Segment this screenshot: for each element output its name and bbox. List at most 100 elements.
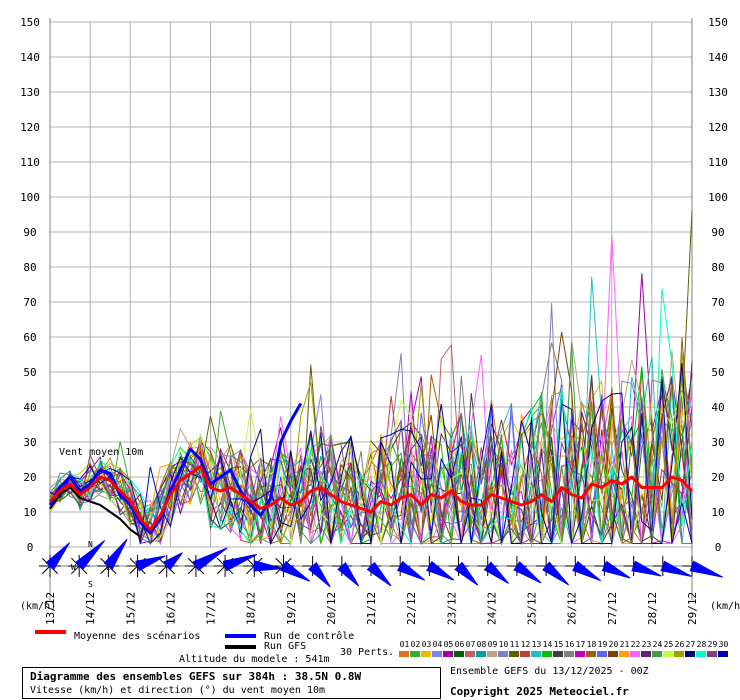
wind-arrow bbox=[477, 556, 509, 584]
altitude-label: Altitude du modele : 541m bbox=[179, 654, 330, 665]
perturbation-legend-item: 28 bbox=[696, 640, 707, 660]
perturbation-line-15 bbox=[49, 374, 693, 545]
perturbation-legend-item: 25 bbox=[663, 640, 674, 660]
perturbation-line-28 bbox=[49, 288, 693, 546]
perturbation-legend-item: 18 bbox=[586, 640, 597, 660]
perturbation-line-19 bbox=[49, 384, 693, 545]
series-line bbox=[48, 465, 694, 531]
perturbation-line-25 bbox=[49, 392, 693, 545]
perturbation-legend-item: 02 bbox=[410, 640, 421, 660]
x-tick-label: 25/12 bbox=[526, 592, 539, 625]
perturbation-legend-item: 21 bbox=[619, 640, 630, 660]
wind-arrow bbox=[536, 556, 569, 586]
y-tick-right: 60 bbox=[711, 331, 724, 344]
y-tick-left: 20 bbox=[23, 471, 36, 484]
y-tick-right: 0 bbox=[715, 541, 722, 554]
perturbation-legend-item: 10 bbox=[498, 640, 509, 660]
wind-arrow bbox=[302, 556, 331, 588]
perturbation-legend-item: 01 bbox=[399, 640, 410, 660]
perturbation-line-17 bbox=[49, 391, 693, 545]
perturbation-legend-item: 15 bbox=[553, 640, 564, 660]
perturbation-legend-item: 16 bbox=[564, 640, 575, 660]
perturbation-line-18 bbox=[49, 336, 693, 546]
y-tick-right: 90 bbox=[711, 226, 724, 239]
y-tick-right: 130 bbox=[708, 86, 728, 99]
wind-direction-arrows bbox=[39, 538, 723, 588]
perturbation-legend-item: 03 bbox=[421, 640, 432, 660]
perturbation-legend-item: 09 bbox=[487, 640, 498, 660]
y-tick-right: 30 bbox=[711, 436, 724, 449]
y-unit-right: (km/h) bbox=[710, 601, 740, 612]
wind-arrow bbox=[243, 555, 284, 577]
compass-n: N bbox=[88, 540, 93, 549]
perturbation-legend-item: 11 bbox=[509, 640, 520, 660]
perturbation-line-30 bbox=[49, 379, 693, 544]
legend-mean-label: Moyenne des scénarios bbox=[74, 631, 201, 642]
wind-arrow bbox=[97, 538, 128, 577]
y-tick-left: 90 bbox=[23, 226, 36, 239]
y-axis-labels: 0 0 10 10 20 20 30 30 40 40 50 50 60 60 70 70 80 80 90 90 10… bbox=[20, 16, 728, 554]
y-tick-left: 80 bbox=[23, 261, 36, 274]
y-tick-right: 100 bbox=[708, 191, 728, 204]
y-tick-left: 0 bbox=[27, 541, 34, 554]
perturbation-legend-item: 14 bbox=[542, 640, 553, 660]
y-unit-left: (km/h) bbox=[20, 601, 57, 612]
compass-s: S bbox=[88, 580, 93, 589]
run-info: Ensemble GEFS du 13/12/2025 - 00Z bbox=[450, 666, 649, 677]
perturbation-line-29 bbox=[49, 397, 693, 546]
legend-control-swatch bbox=[225, 634, 256, 638]
wind-arrow bbox=[126, 555, 166, 577]
y-tick-right: 80 bbox=[711, 261, 724, 274]
series-line bbox=[48, 402, 303, 535]
legend-control-label: Run de contrôle bbox=[264, 631, 355, 642]
wind-arrow bbox=[652, 556, 692, 577]
legend-gfs-swatch bbox=[225, 645, 256, 649]
x-tick-label: 14/12 bbox=[84, 592, 97, 625]
perturbation-legend-item: 07 bbox=[465, 640, 476, 660]
y-tick-left: 100 bbox=[20, 191, 40, 204]
y-tick-right: 10 bbox=[711, 506, 724, 519]
wind-arrow bbox=[184, 547, 228, 577]
perturbation-legend-item: 20 bbox=[608, 640, 619, 660]
perturbation-legend-item: 22 bbox=[630, 640, 641, 660]
y-tick-left: 60 bbox=[23, 331, 36, 344]
wind-arrow bbox=[214, 553, 258, 577]
y-tick-left: 70 bbox=[23, 296, 36, 309]
x-tick-label: 17/12 bbox=[205, 592, 218, 625]
compass-w: W bbox=[71, 563, 76, 572]
y-tick-left: 30 bbox=[23, 436, 36, 449]
x-tick-label: 27/12 bbox=[606, 592, 619, 625]
chart-annotation: Vent moyen 10m bbox=[59, 447, 144, 458]
y-tick-right: 70 bbox=[711, 296, 724, 309]
x-tick-label: 26/12 bbox=[566, 592, 579, 625]
chart-subtitle: Vitesse (km/h) et direction (°) du vent … bbox=[30, 685, 326, 696]
wind-arrow bbox=[565, 556, 602, 582]
x-tick-label: 15/12 bbox=[124, 592, 137, 625]
y-tick-left: 140 bbox=[20, 51, 40, 64]
wind-arrow bbox=[448, 556, 479, 586]
wind-arrow bbox=[155, 552, 183, 577]
y-tick-right: 150 bbox=[708, 16, 728, 29]
y-tick-left: 40 bbox=[23, 401, 36, 414]
info-box-left: Diagramme des ensembles GEFS sur 384h : … bbox=[22, 667, 441, 699]
x-tick-label: 23/12 bbox=[445, 592, 458, 625]
perturbation-legend-item: 19 bbox=[597, 640, 608, 660]
y-tick-left: 150 bbox=[20, 16, 40, 29]
y-tick-right: 40 bbox=[711, 401, 724, 414]
series-line bbox=[49, 486, 141, 538]
x-tick-label: 28/12 bbox=[646, 592, 659, 625]
perturbation-legend-item: 08 bbox=[476, 640, 487, 660]
wind-arrow bbox=[682, 556, 723, 578]
perturbation-legend-item: 27 bbox=[685, 640, 696, 660]
legend-gfs-label: Run GFS bbox=[264, 641, 307, 652]
perturbation-legend-item: 17 bbox=[575, 640, 586, 660]
y-tick-right: 50 bbox=[711, 366, 724, 379]
x-tick-label: 20/12 bbox=[325, 592, 338, 625]
legend-mean-swatch bbox=[35, 630, 66, 634]
y-tick-left: 110 bbox=[20, 156, 40, 169]
wind-arrow bbox=[331, 556, 360, 587]
wind-arrow bbox=[39, 542, 71, 577]
perturbation-legend-item: 04 bbox=[432, 640, 443, 660]
perturbation-legend-item: 05 bbox=[443, 640, 454, 660]
